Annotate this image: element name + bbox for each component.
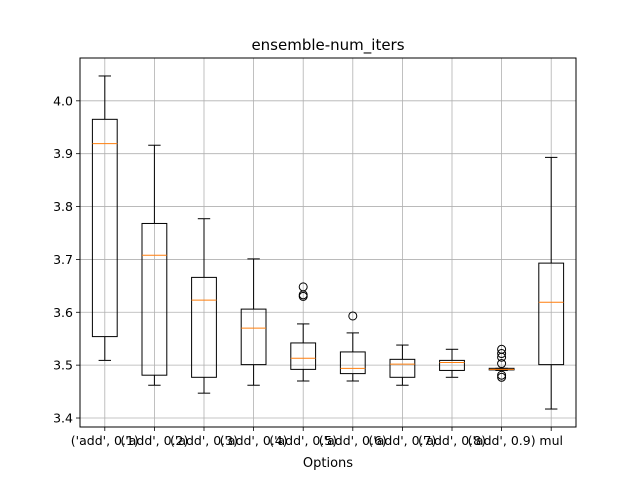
- box-7: [389, 344, 416, 386]
- box-iqr: [439, 359, 465, 371]
- y-tick-label: 3.4: [53, 411, 73, 426]
- chart-title: ensemble-num_iters: [251, 36, 404, 55]
- x-tick-label: ('add', 0.1): [71, 433, 139, 448]
- y-tick-label: 4.0: [53, 93, 73, 108]
- y-tick-label: 3.8: [53, 199, 73, 214]
- outlier-point: [298, 282, 308, 292]
- box-5: [290, 282, 317, 382]
- x-tick-label: ('add', 0.3): [170, 433, 238, 448]
- outlier-point: [497, 344, 507, 354]
- box-3: [191, 218, 217, 394]
- x-tick-label: ('add', 0.6): [319, 433, 387, 448]
- box-iqr: [538, 262, 565, 366]
- x-axis: ('add', 0.1)('add', 0.2)('add', 0.3)('ad…: [71, 427, 563, 448]
- x-tick-label: mul: [539, 433, 563, 448]
- y-tick-label: 3.5: [53, 358, 73, 373]
- box-4: [240, 258, 267, 386]
- x-tick-label: ('add', 0.9): [468, 433, 536, 448]
- box-8: [439, 348, 465, 378]
- box-iqr: [389, 358, 416, 378]
- box-9: [488, 344, 515, 382]
- outlier-point: [497, 372, 507, 382]
- x-tick-label: ('add', 0.2): [120, 433, 188, 448]
- x-tick-label: ('add', 0.8): [418, 433, 486, 448]
- outlier-point: [348, 311, 358, 321]
- box-iqr: [290, 342, 317, 370]
- box-iqr: [240, 308, 267, 366]
- box-iqr: [191, 276, 217, 378]
- outlier-point: [497, 359, 507, 369]
- x-tick-label: ('add', 0.7): [368, 433, 436, 448]
- outlier-point: [497, 370, 507, 380]
- x-axis-label: Options: [303, 456, 353, 471]
- y-axis: 3.4 3.5 3.6 3.7 3.8 3.9 4.0: [53, 93, 80, 426]
- x-tick-label: ('add', 0.4): [220, 433, 288, 448]
- box-2: [141, 144, 168, 386]
- y-tick-label: 3.9: [53, 146, 73, 161]
- x-tick-label: ('add', 0.5): [269, 433, 337, 448]
- grid-lines: [80, 58, 576, 427]
- outlier-point: [497, 349, 507, 359]
- box-iqr: [91, 118, 118, 338]
- box-series: [91, 75, 565, 410]
- box-1: [91, 75, 118, 361]
- box-iqr: [141, 222, 168, 376]
- y-tick-label: 3.6: [53, 305, 73, 320]
- y-tick-label: 3.7: [53, 252, 73, 267]
- box-iqr: [339, 351, 366, 375]
- axes-frame: [79, 57, 577, 428]
- box-10: [538, 156, 565, 410]
- box-6: [339, 311, 366, 382]
